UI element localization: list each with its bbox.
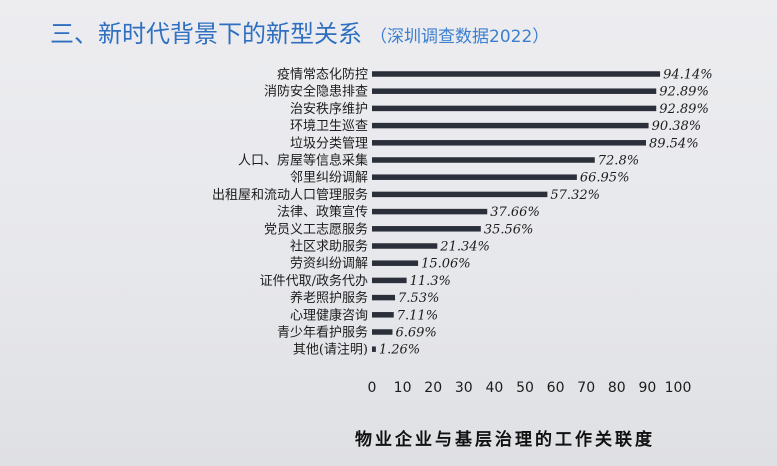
value-label: 7.53% — [398, 291, 439, 306]
bar — [372, 105, 657, 112]
category-label: 垃圾分类管理 — [290, 136, 368, 151]
value-label: 37.66% — [490, 205, 540, 220]
category-label: 治安秩序维护 — [290, 102, 368, 117]
x-tick-label: 80 — [608, 380, 626, 396]
x-tick-label: 90 — [638, 380, 656, 396]
value-label: 72.8% — [598, 154, 639, 169]
bar — [372, 243, 438, 249]
bar — [372, 191, 548, 198]
bar — [372, 122, 649, 129]
bar — [372, 346, 376, 352]
category-label: 养老照护服务 — [290, 290, 368, 306]
value-label: 92.89% — [659, 102, 709, 117]
bar — [372, 71, 661, 77]
bar — [372, 88, 657, 94]
value-label: 92.89% — [659, 85, 709, 100]
bar — [372, 277, 407, 284]
bar — [372, 329, 393, 335]
category-label: 法律、政策宣传 — [277, 204, 368, 220]
value-label: 66.95% — [580, 171, 630, 186]
category-label: 其他(请注明) — [293, 343, 368, 358]
bar — [372, 208, 488, 215]
slide-subtitle: （深圳调查数据2022） — [370, 27, 550, 47]
x-tick-label: 10 — [394, 380, 412, 396]
x-axis-title: 物业企业与基层治理的工作关联度 — [355, 429, 655, 450]
x-tick-label: 20 — [424, 380, 442, 396]
category-label: 劳资纠纷调解 — [290, 256, 368, 272]
bar — [372, 312, 394, 318]
x-tick-label: 30 — [455, 380, 473, 396]
value-label: 57.32% — [550, 188, 600, 203]
category-label: 证件代取/政务代办 — [260, 273, 368, 289]
category-label: 党员义工志愿服务 — [264, 221, 368, 237]
x-tick-label: 100 — [665, 380, 692, 396]
value-label: 15.06% — [421, 257, 471, 272]
value-label: 94.14% — [663, 68, 713, 83]
value-label: 6.69% — [395, 326, 436, 341]
x-tick-label: 50 — [516, 380, 534, 396]
value-label: 90.38% — [652, 119, 702, 134]
x-tick-label: 40 — [485, 380, 503, 396]
category-label: 青少年看护服务 — [277, 325, 368, 341]
bar — [372, 140, 646, 146]
x-tick-label: 60 — [547, 380, 565, 396]
bar — [372, 157, 595, 163]
slide-title: 三、新时代背景下的新型关系 （深圳调查数据2022） — [50, 14, 549, 49]
value-label: 89.54% — [649, 136, 699, 151]
bar — [372, 260, 419, 266]
slide-title-text: 三、新时代背景下的新型关系 — [50, 20, 362, 48]
value-label: 11.3% — [410, 274, 451, 289]
category-label: 邻里纠纷调解 — [290, 171, 368, 186]
category-label: 心理健康咨询 — [290, 307, 368, 323]
bar — [372, 174, 577, 180]
category-label: 环境卫生巡查 — [290, 119, 368, 134]
category-label: 消防安全隐患排查 — [264, 84, 368, 100]
x-tick-label: 0 — [368, 380, 377, 396]
value-label: 7.11% — [397, 308, 438, 323]
category-label: 出租屋和流动人口管理服务 — [212, 187, 368, 203]
category-label: 社区求助服务 — [290, 239, 368, 255]
category-label: 疫情常态化防控 — [277, 67, 368, 83]
x-tick-label: 70 — [577, 380, 595, 396]
category-label: 人口、房屋等信息采集 — [238, 153, 368, 169]
value-label: 35.56% — [484, 222, 534, 237]
value-label: 21.34% — [439, 240, 490, 255]
bar — [372, 294, 396, 301]
value-label: 1.26% — [379, 343, 420, 358]
bar — [372, 226, 481, 232]
